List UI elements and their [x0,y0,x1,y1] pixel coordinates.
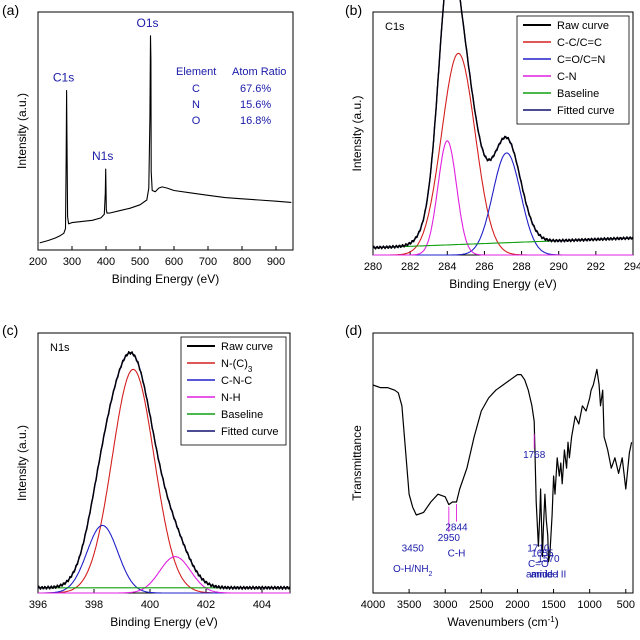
y-axis-label: Intensity (a.u.) [15,93,29,169]
x-tick-label: 2000 [505,599,529,611]
component-curve [38,524,290,594]
x-axis-label: Binding Energy (eV) [112,272,219,286]
legend-label: C-N [557,71,577,83]
legend-label: C-N-C [221,375,252,387]
legend-label: C=O/C=N [557,54,605,66]
x-tick-label: 400 [141,599,159,611]
x-tick-label: 288 [512,261,530,273]
band-annotation: amide II [531,569,567,580]
band-annotation: 1655 [531,549,554,560]
table-cell: C [192,83,200,95]
band-annotation: 1710 [527,543,550,554]
band-annotation: C=O [528,559,549,570]
band-annotation: 2950 [438,533,461,544]
peak-label: O1s [137,16,159,30]
plot-frame [372,332,634,594]
plot-frame [37,11,294,251]
x-tick-label: 286 [475,261,493,273]
panel-b: (b) 280 282 284 286 288 290 292 294 Binding Energ… [345,0,640,291]
x-axis-label: Wavenumbers (cm-1) [447,615,558,630]
legend-label: Baseline [557,88,599,100]
panel-label: (b) [345,2,362,18]
legend-box [180,336,287,446]
component-curve [373,140,633,256]
y-axis-label: Intensity (a.u.) [15,425,29,501]
x-tick-label: 1500 [541,599,565,611]
y-axis-label: Intensity (a.u.) [350,95,364,171]
band-annotation: 3450 [402,543,425,554]
raw-curve [372,0,634,250]
table-header: Element [176,66,216,78]
x-tick-label: 292 [587,261,605,273]
legend-label: Fitted curve [221,426,278,438]
table-cell: N [192,99,200,111]
x-tick-label: 700 [199,256,217,268]
panel-c: (c) 396 398 400 402 404 Binding Energy (eV) Int… [2,322,291,629]
table-cell: O [192,115,201,127]
legend-label: Raw curve [557,20,609,32]
table-cell: 15.6% [240,99,271,111]
y-axis-label: Transmittance [350,425,364,501]
x-tick-label: 600 [165,256,183,268]
legend-box [516,15,630,125]
x-axis-label-end: ) [555,615,559,629]
x-tick-label: 300 [63,256,81,268]
band-annotation: 2844 [445,523,468,534]
x-tick-label: 280 [364,261,382,273]
x-tick-label: 3000 [433,599,457,611]
x-tick-label: 800 [233,256,251,268]
legend-label: Baseline [221,409,263,421]
ftir-line [372,368,633,563]
x-tick-label: 400 [97,256,115,268]
table-cell: 16.8% [240,115,271,127]
x-tick-label: 282 [401,261,419,273]
table-header: Atom Ratio [232,66,286,78]
x-axis-label: Binding Energy (eV) [449,277,556,291]
legend-label: Raw curve [221,341,273,353]
x-tick-label: 404 [253,599,271,611]
legend-label-sub: 3 [248,365,253,374]
x-axis-label: Binding Energy (eV) [110,615,217,629]
x-tick-label: 900 [267,256,285,268]
x-tick-label: 396 [29,599,47,611]
band-annotation: 1570 [537,554,560,565]
x-axis-label-sup: -1 [548,615,556,624]
panel-label: (a) [2,2,19,18]
panel-label: (c) [2,322,18,338]
band-annotation-sub: 2 [429,571,433,578]
legend-label: N-(C)3 [221,358,253,374]
x-tick-label: 500 [617,599,635,611]
peak-label: N1s [92,149,113,163]
panel-label: (d) [345,322,362,338]
band-annotation: O-H/NH2 [393,564,433,578]
legend-label: C-C/C=C [557,37,602,49]
x-tick-label: 500 [131,256,149,268]
table-cell: 67.6% [240,83,271,95]
legend-label: N-H [221,392,241,404]
x-tick-label: 294 [624,261,640,273]
x-tick-label: 284 [438,261,456,273]
x-tick-label: 402 [197,599,215,611]
x-tick-label: 3500 [397,599,421,611]
x-tick-label: 1000 [577,599,601,611]
x-tick-label: 290 [550,261,568,273]
spectrum-title: C1s [385,21,405,33]
band-annotation: 1768 [523,450,546,461]
x-tick-label: 2500 [469,599,493,611]
peak-label: C1s [53,71,74,85]
x-tick-label: 200 [29,256,47,268]
band-annotation: amide I [526,569,559,580]
x-tick-label: 398 [85,599,103,611]
panel-a: (a) 200 300 400 500 600 700 800 900 Binding Energ… [2,2,294,286]
legend-label: Fitted curve [557,105,614,117]
panel-d: (d) 4000 3500 3000 2500 2000 1500 1000 500 Wavenu… [345,322,635,629]
band-annotation: C-H [448,549,466,560]
raw-curve [37,350,291,591]
spectrum-title: N1s [50,342,70,354]
x-tick-label: 4000 [361,599,385,611]
component-curve [38,556,290,594]
survey-line [39,35,292,244]
